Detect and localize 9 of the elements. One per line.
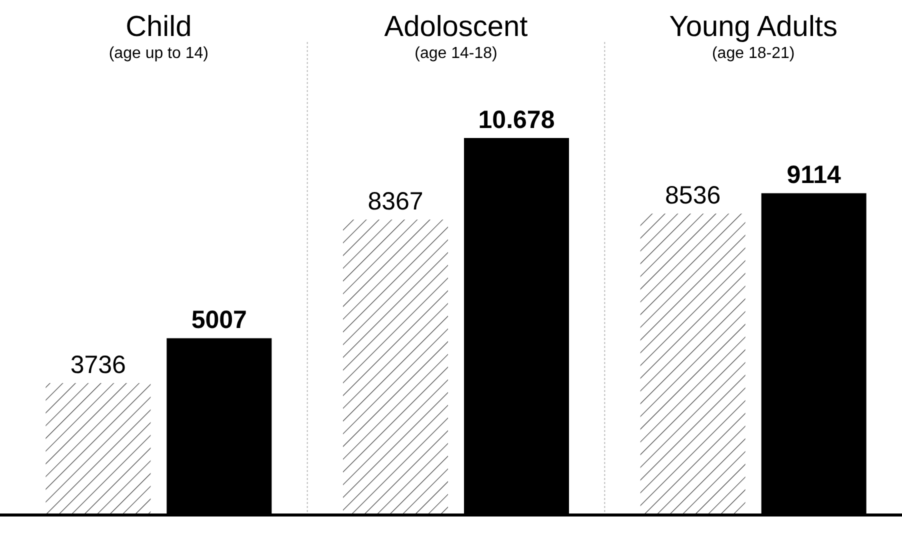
x-tick-label: Child (age up to 14) [108, 11, 208, 62]
data-label: 8367 [368, 188, 424, 216]
data-label: 5007 [191, 306, 247, 334]
data-label: 8536 [665, 182, 721, 210]
x-tick-label: Young Adults (age 18-21) [669, 11, 838, 62]
data-label: 3736 [70, 351, 126, 380]
data-label: 10.678 [478, 106, 555, 134]
data-label: 9114 [786, 161, 842, 190]
x-tick-label: Adoloscent (age 14-18) [384, 11, 528, 62]
